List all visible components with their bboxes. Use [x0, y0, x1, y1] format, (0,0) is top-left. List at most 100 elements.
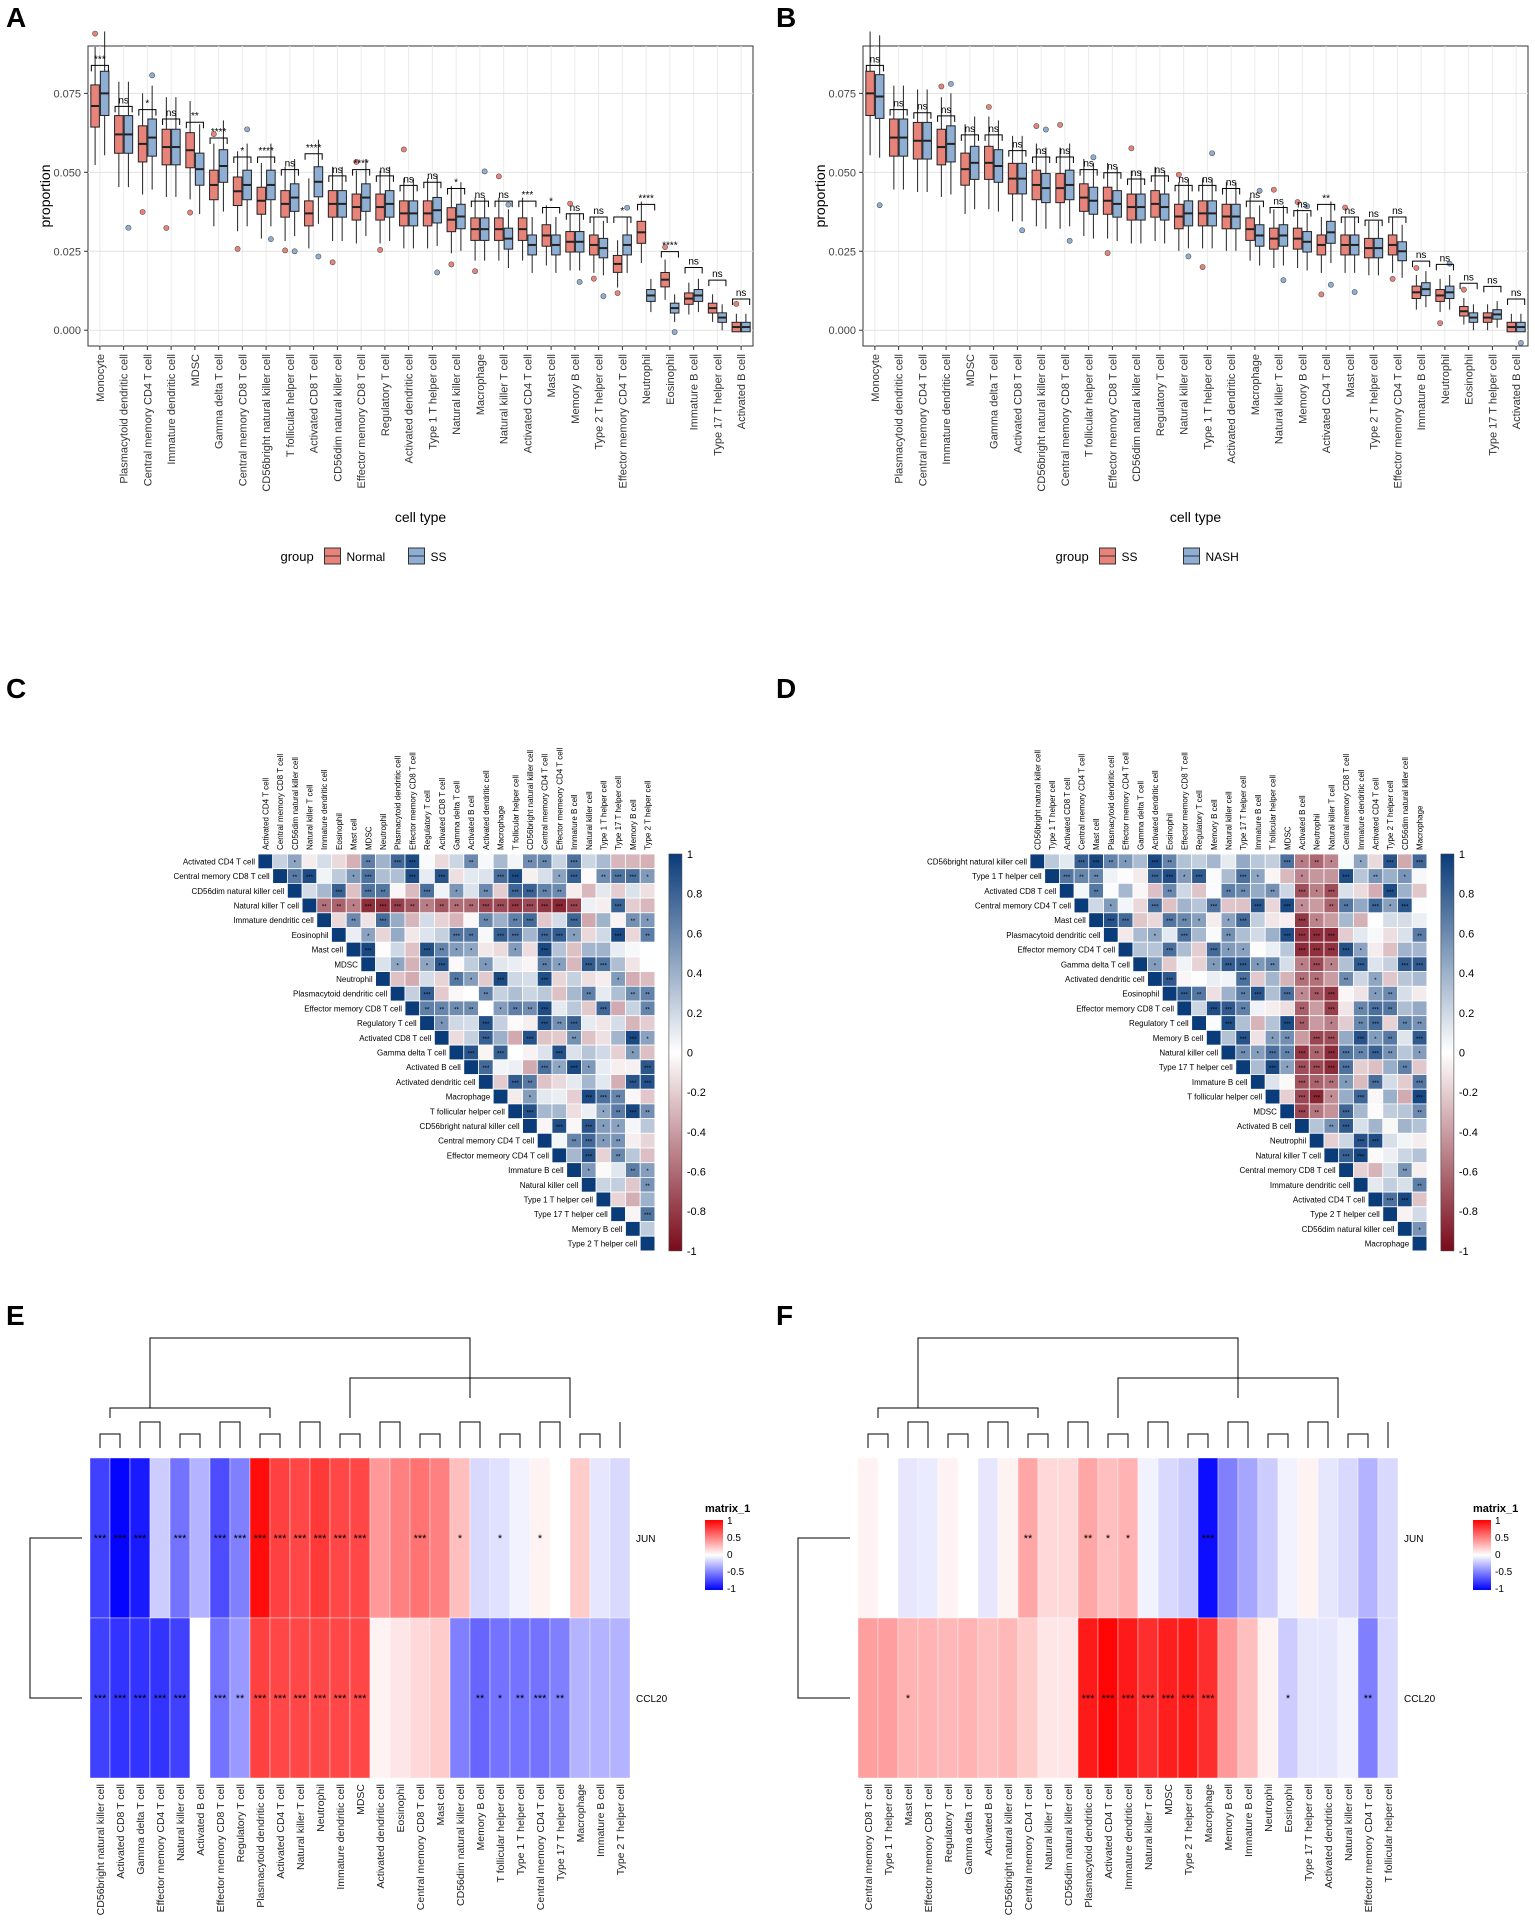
corr-star: *** — [438, 963, 446, 969]
x-tick-label: MDSC — [190, 354, 202, 386]
corr-star: ** — [645, 1007, 650, 1013]
corr-star: *** — [1078, 860, 1086, 866]
heat-col-label: Activated B cell — [195, 1784, 207, 1856]
legend-label: Normal — [347, 550, 386, 564]
corr-cell — [1191, 897, 1207, 914]
corr-star: ** — [1109, 860, 1114, 866]
heat-star: *** — [534, 1693, 548, 1705]
corr-star: ** — [1241, 993, 1246, 999]
outlier-point — [1185, 253, 1192, 260]
corr-cell — [448, 1044, 465, 1061]
heat-col-label: Regulatory T cell — [943, 1784, 955, 1862]
corr-cell — [375, 941, 391, 958]
corr-cell — [1206, 912, 1222, 928]
heat-cell — [977, 1457, 999, 1619]
corr-star: ** — [1197, 993, 1202, 999]
corr-cell — [1397, 853, 1413, 870]
corr-row-label: Type 1 T helper cell — [524, 1195, 594, 1204]
corr-cell — [581, 1177, 597, 1193]
corr-col-label: Mast cell — [1092, 818, 1101, 850]
corr-cell — [1397, 1221, 1413, 1237]
corr-cell — [1206, 1030, 1222, 1046]
x-tick-label: Activated CD4 T cell — [522, 354, 534, 453]
x-tick-label: Regulatory T cell — [380, 354, 392, 436]
heat-cell — [957, 1457, 979, 1619]
heat-cell — [589, 1457, 611, 1619]
heat-cell — [897, 1457, 919, 1619]
significance-bracket — [1198, 184, 1217, 192]
corr-star: *** — [1313, 934, 1321, 940]
heat-cell — [1297, 1457, 1319, 1619]
corr-cell — [375, 868, 391, 884]
corr-cell — [1397, 1074, 1413, 1090]
outlier-point — [210, 131, 217, 137]
corr-star: ** — [528, 1081, 533, 1087]
heat-star: *** — [254, 1533, 268, 1545]
corr-cell — [1411, 1206, 1428, 1222]
heat-cell — [189, 1457, 211, 1619]
corr-cell — [1264, 941, 1281, 958]
heat-cell — [1037, 1457, 1059, 1619]
corr-cell — [551, 1132, 568, 1149]
corr-star: * — [1374, 978, 1377, 984]
corr-cell — [478, 971, 494, 987]
corr-cell — [595, 1044, 612, 1061]
heat-row-label: CCL20 — [636, 1694, 668, 1705]
heat-cell — [1237, 1617, 1259, 1779]
corr-cell — [1367, 912, 1384, 928]
corr-star: ** — [1300, 1022, 1305, 1028]
corr-star: *** — [1372, 1022, 1380, 1028]
corr-cell — [536, 1132, 553, 1149]
heat-cell — [917, 1617, 939, 1779]
corr-row-label: Central memory CD4 T cell — [975, 901, 1071, 910]
corr-cell — [610, 1030, 626, 1046]
corr-cell — [566, 1074, 582, 1090]
corr-cell — [610, 1177, 626, 1193]
corr-col-label: Effector memory CD8 T cell — [408, 752, 417, 850]
x-tick-label: Type 2 T helper cell — [1369, 354, 1381, 450]
corr-star: * — [1110, 904, 1113, 910]
heat-col-label: Natural killer T cell — [295, 1784, 307, 1870]
corr-cell — [625, 927, 641, 943]
corr-row-label: T follicular helper cell — [430, 1107, 505, 1116]
heat-star: *** — [174, 1693, 188, 1705]
corr-cell — [625, 897, 641, 914]
corr-cell — [1117, 897, 1134, 914]
corr-star: ** — [1270, 963, 1275, 969]
heat-star: *** — [154, 1693, 168, 1705]
corr-cell — [1411, 883, 1428, 899]
corr-star: * — [1330, 1022, 1333, 1028]
heat-col-label: Type 17 T helper cell — [555, 1784, 567, 1881]
corr-row-label: Activated CD4 T cell — [1293, 1195, 1365, 1204]
corr-star: ** — [1388, 993, 1393, 999]
heat-col-label: Gamma delta T cell — [963, 1784, 975, 1875]
corr-cell — [478, 853, 494, 870]
corr-cell — [581, 912, 597, 928]
outlier-point — [329, 259, 336, 266]
heat-star: *** — [114, 1533, 128, 1545]
corr-star: *** — [365, 904, 373, 910]
corr-star: *** — [497, 1051, 505, 1057]
outlier-point — [1256, 187, 1263, 194]
significance-label: ns — [166, 108, 177, 119]
corr-cell — [1308, 868, 1325, 884]
corr-row-label: Regulatory T cell — [357, 1019, 417, 1028]
corr-cell — [1206, 868, 1222, 884]
corr-star: *** — [1416, 1081, 1424, 1087]
corr-star: *** — [541, 1007, 549, 1013]
corr-row-label: Activated B cell — [1237, 1122, 1292, 1131]
corr-cell — [1397, 1044, 1413, 1061]
significance-bracket — [1222, 188, 1241, 195]
corr-cell — [1382, 1118, 1398, 1134]
corr-cell — [1411, 1132, 1428, 1149]
corr-star: *** — [1401, 1198, 1409, 1204]
outlier-point — [244, 126, 251, 133]
heat-star: * — [1106, 1533, 1111, 1545]
corr-star: *** — [1372, 1007, 1380, 1013]
outlier-point — [600, 293, 607, 300]
x-tick-label: CD56dim natural killer cell — [332, 354, 344, 482]
corr-row-label: Central memory CD8 T cell — [174, 872, 270, 881]
heat-col-label: Immature dendritic cell — [335, 1784, 347, 1890]
outlier-point — [291, 248, 298, 255]
x-tick-label: Memory B cell — [570, 354, 582, 424]
